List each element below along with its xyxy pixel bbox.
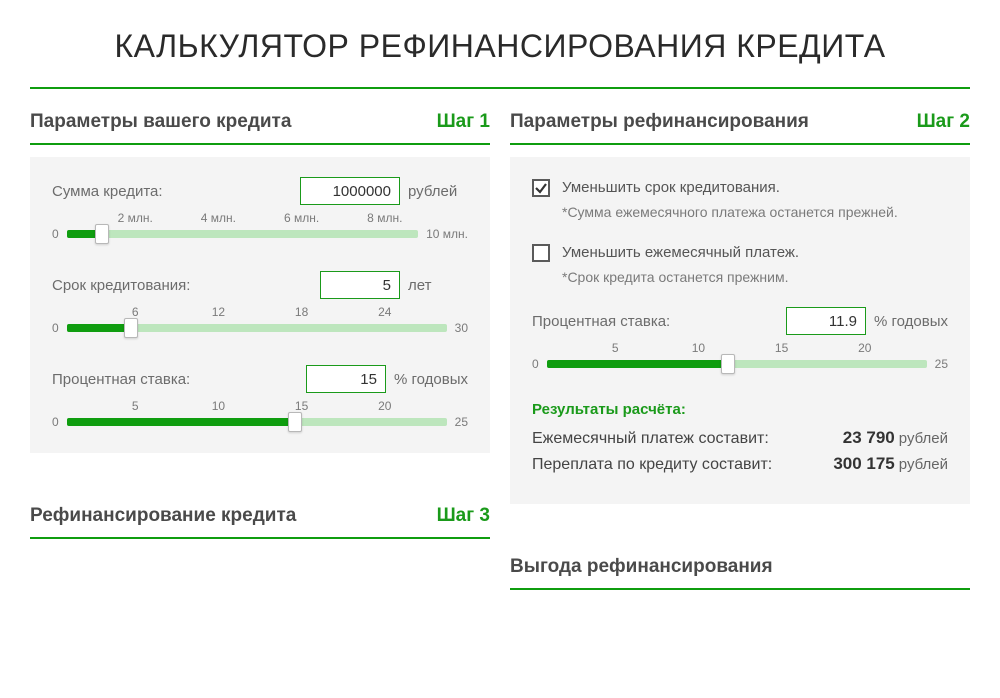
checkbox-reduce-term[interactable] bbox=[532, 179, 550, 197]
section-header-step2: Параметры рефинансирования Шаг 2 bbox=[510, 111, 970, 145]
section-header-step3: Рефинансирование кредита Шаг 3 bbox=[30, 505, 490, 539]
checkbox-label: Уменьшить ежемесячный платеж. bbox=[562, 242, 799, 263]
section-title: Параметры вашего кредита bbox=[30, 111, 291, 133]
amount-ticks: 2 млн. 4 млн. 6 млн. 8 млн. bbox=[52, 211, 468, 227]
rate2-ticks: 5 10 15 20 bbox=[532, 341, 948, 357]
tick: 6 млн. bbox=[284, 211, 319, 225]
slider-thumb[interactable] bbox=[124, 318, 138, 338]
slider-fill bbox=[67, 324, 132, 332]
slider-max: 25 bbox=[935, 357, 948, 371]
rate1-label: Процентная ставка: bbox=[52, 371, 190, 388]
section-header-step4: Выгода рефинансирования bbox=[510, 556, 970, 590]
panel-step1: Сумма кредита: рублей 2 млн. 4 млн. 6 мл… bbox=[30, 157, 490, 453]
section-title: Параметры рефинансирования bbox=[510, 111, 809, 133]
tick: 10 bbox=[212, 399, 225, 413]
amount-unit: рублей bbox=[408, 183, 468, 200]
rate1-ticks: 5 10 15 20 bbox=[52, 399, 468, 415]
rate2-label: Процентная ставка: bbox=[532, 313, 670, 330]
slider-max: 30 bbox=[455, 321, 468, 335]
term-ticks: 6 12 18 24 bbox=[52, 305, 468, 321]
slider-min: 0 bbox=[532, 357, 539, 371]
tick: 12 bbox=[212, 305, 225, 319]
slider-max: 25 bbox=[455, 415, 468, 429]
tick: 2 млн. bbox=[118, 211, 153, 225]
term-input[interactable] bbox=[320, 271, 400, 299]
result-unit: рублей bbox=[899, 456, 948, 473]
slider-min: 0 bbox=[52, 415, 59, 429]
tick: 15 bbox=[775, 341, 788, 355]
tick: 5 bbox=[612, 341, 619, 355]
tick: 20 bbox=[378, 399, 391, 413]
tick: 20 bbox=[858, 341, 871, 355]
tick: 5 bbox=[132, 399, 139, 413]
tick: 10 bbox=[692, 341, 705, 355]
term-slider[interactable] bbox=[67, 324, 447, 332]
panel-step2: Уменьшить срок кредитования. *Сумма ежем… bbox=[510, 157, 970, 504]
result-overpay: Переплата по кредиту составит: 300 175 ру… bbox=[532, 454, 948, 474]
step-badge: Шаг 1 bbox=[437, 111, 490, 133]
divider bbox=[30, 87, 970, 89]
tick: 8 млн. bbox=[367, 211, 402, 225]
rate1-slider[interactable] bbox=[67, 418, 447, 426]
result-value: 300 175 bbox=[833, 454, 894, 473]
tick: 6 bbox=[132, 305, 139, 319]
checkbox-reduce-payment[interactable] bbox=[532, 244, 550, 262]
result-unit: рублей bbox=[899, 430, 948, 447]
column-step2: Параметры рефинансирования Шаг 2 Уменьши… bbox=[510, 111, 970, 590]
result-monthly: Ежемесячный платеж составит: 23 790рубле… bbox=[532, 428, 948, 448]
result-label: Переплата по кредиту составит: bbox=[532, 456, 772, 474]
slider-thumb[interactable] bbox=[95, 224, 109, 244]
slider-fill bbox=[547, 360, 728, 368]
step-badge: Шаг 3 bbox=[437, 505, 490, 527]
slider-thumb[interactable] bbox=[288, 412, 302, 432]
section-title: Рефинансирование кредита bbox=[30, 505, 296, 527]
checkbox-sublabel: *Срок кредита останется прежним. bbox=[562, 269, 948, 285]
section-header-step1: Параметры вашего кредита Шаг 1 bbox=[30, 111, 490, 145]
tick: 15 bbox=[295, 399, 308, 413]
amount-label: Сумма кредита: bbox=[52, 183, 163, 200]
rate2-unit: % годовых bbox=[874, 313, 948, 330]
amount-input[interactable] bbox=[300, 177, 400, 205]
tick: 18 bbox=[295, 305, 308, 319]
checkbox-sublabel: *Сумма ежемесячного платежа останется пр… bbox=[562, 204, 948, 220]
slider-thumb[interactable] bbox=[721, 354, 735, 374]
rate2-input[interactable] bbox=[786, 307, 866, 335]
slider-min: 0 bbox=[52, 321, 59, 335]
term-unit: лет bbox=[408, 277, 468, 294]
check-icon bbox=[534, 181, 548, 195]
section-title: Выгода рефинансирования bbox=[510, 556, 773, 578]
page-title: КАЛЬКУЛЯТОР РЕФИНАНСИРОВАНИЯ КРЕДИТА bbox=[30, 10, 970, 87]
rate2-slider[interactable] bbox=[547, 360, 927, 368]
rate1-input[interactable] bbox=[306, 365, 386, 393]
slider-fill bbox=[67, 418, 295, 426]
step-badge: Шаг 2 bbox=[917, 111, 970, 133]
term-label: Срок кредитования: bbox=[52, 277, 190, 294]
tick: 4 млн. bbox=[201, 211, 236, 225]
result-label: Ежемесячный платеж составит: bbox=[532, 430, 769, 448]
rate1-unit: % годовых bbox=[394, 371, 468, 388]
column-step1: Параметры вашего кредита Шаг 1 Сумма кре… bbox=[30, 111, 490, 590]
result-value: 23 790 bbox=[843, 428, 895, 447]
checkbox-label: Уменьшить срок кредитования. bbox=[562, 177, 780, 198]
results-title: Результаты расчёта: bbox=[532, 401, 948, 418]
amount-slider[interactable] bbox=[67, 230, 418, 238]
tick: 24 bbox=[378, 305, 391, 319]
slider-max: 10 млн. bbox=[426, 227, 468, 241]
slider-min: 0 bbox=[52, 227, 59, 241]
